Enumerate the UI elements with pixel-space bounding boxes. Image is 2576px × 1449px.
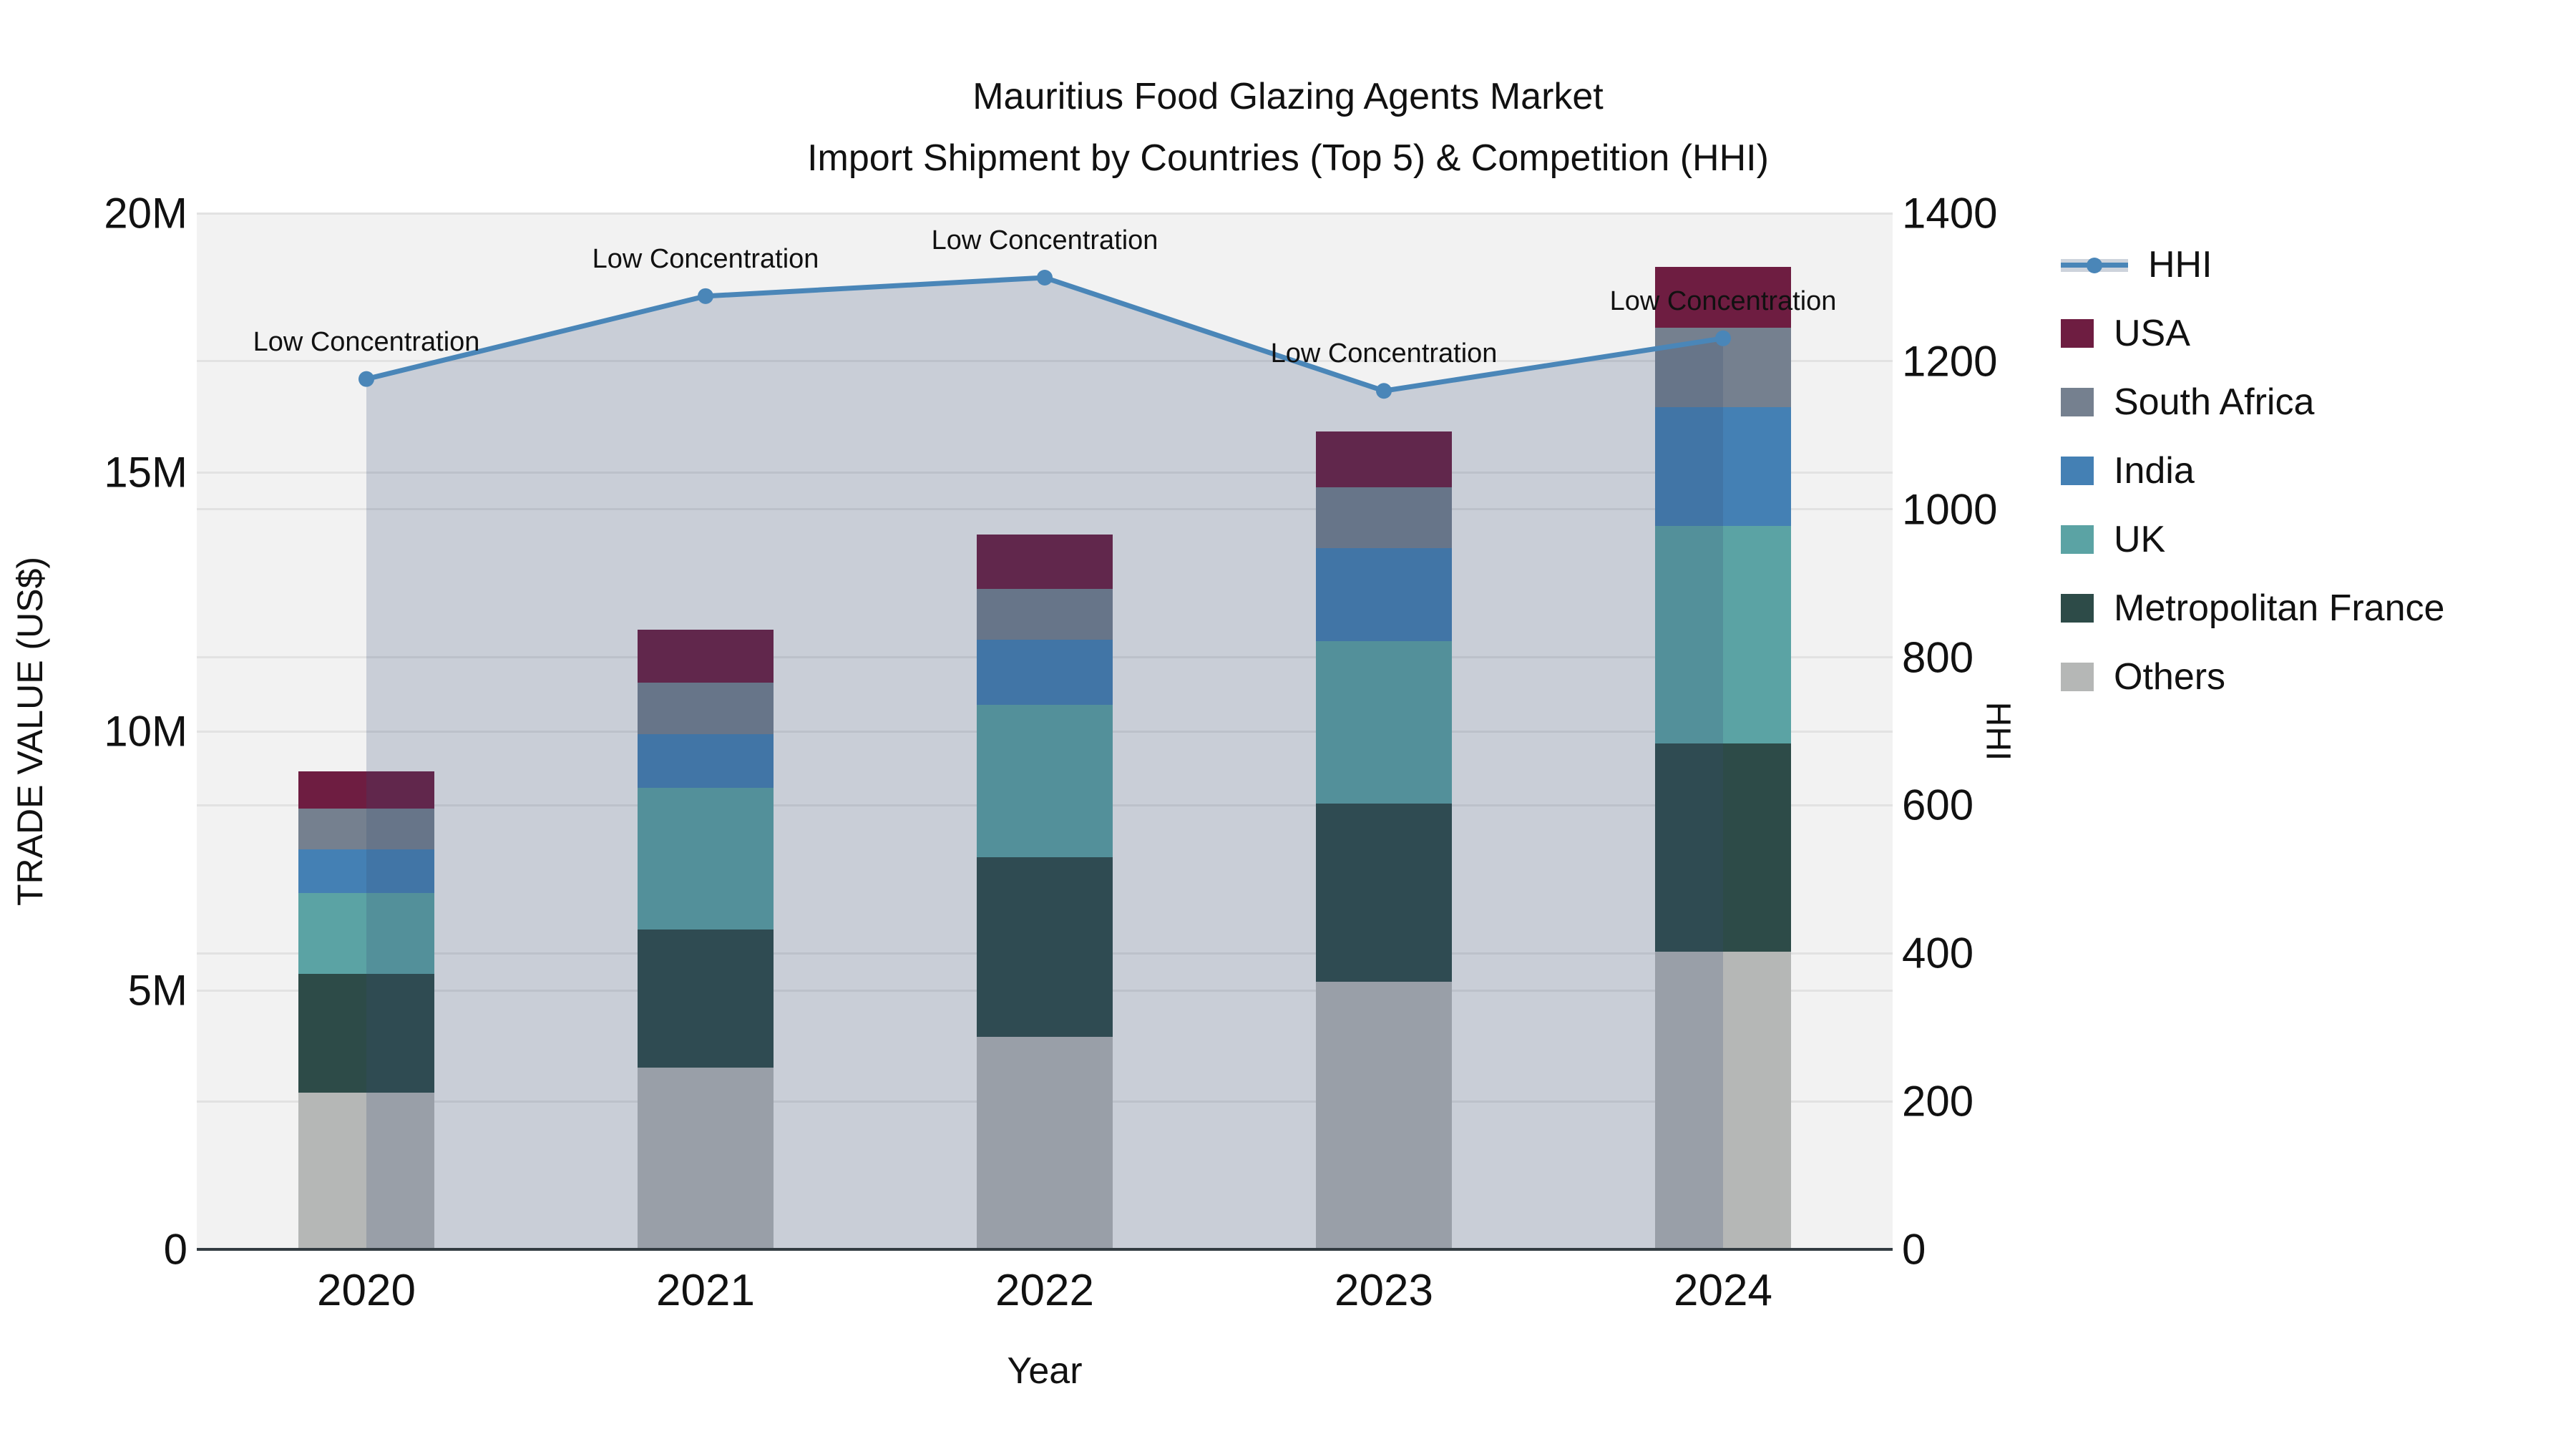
- bar-2022-usa: [977, 534, 1113, 589]
- legend-item-uk[interactable]: UK: [2061, 505, 2444, 574]
- y-right-tick-600: 600: [1902, 781, 1974, 829]
- bar-2021-south-africa: [638, 682, 774, 734]
- bar-2023-india: [1316, 548, 1452, 642]
- x-tick-2020: 2020: [317, 1266, 416, 1315]
- hhi-line-swatch-icon: [2061, 258, 2128, 273]
- legend-label-metropolitan-france: Metropolitan France: [2114, 587, 2445, 629]
- bar-2020-uk: [298, 892, 434, 974]
- legend-label-south-africa: South Africa: [2114, 381, 2315, 423]
- y-right-tick-1200: 1200: [1902, 337, 1998, 386]
- y-right-tick-1400: 1400: [1902, 189, 1998, 238]
- bar-2021-india: [638, 733, 774, 788]
- bar-2022-uk: [977, 705, 1113, 857]
- bar-2020-usa: [298, 771, 434, 809]
- bar-2024-metropolitan-france: [1655, 743, 1791, 952]
- bar-2024-india: [1655, 406, 1791, 526]
- bar-2020-metropolitan-france: [298, 973, 434, 1093]
- y-left-tick-5M: 5M: [127, 966, 187, 1015]
- bar-2024-usa: [1655, 267, 1791, 328]
- y-right-tick-200: 200: [1902, 1077, 1974, 1126]
- legend-item-metropolitan-france[interactable]: Metropolitan France: [2061, 574, 2444, 643]
- legend-swatch-metropolitan-france: [2061, 594, 2094, 623]
- x-tick-2021: 2021: [656, 1266, 755, 1315]
- x-axis-title: Year: [1007, 1350, 1083, 1392]
- legend-item-south-africa[interactable]: South Africa: [2061, 368, 2444, 436]
- legend-label-usa: USA: [2114, 313, 2190, 354]
- legend-item-others[interactable]: Others: [2061, 643, 2444, 711]
- hhi-marker-dot: [2087, 258, 2102, 273]
- y-left-tick-0: 0: [163, 1225, 187, 1274]
- legend-item-hhi[interactable]: HHI: [2061, 230, 2444, 299]
- x-tick-2022: 2022: [995, 1266, 1094, 1315]
- x-axis-line: [197, 1248, 1893, 1251]
- y-left-tick-20M: 20M: [104, 189, 187, 238]
- bar-2021-others: [638, 1067, 774, 1249]
- y-right-tick-1000: 1000: [1902, 485, 1998, 534]
- y-right-tick-0: 0: [1902, 1225, 1926, 1274]
- bar-2023-south-africa: [1316, 487, 1452, 549]
- gridline-right-1200: [197, 360, 1893, 363]
- legend-swatch-usa: [2061, 319, 2094, 348]
- y-right-tick-800: 800: [1902, 633, 1974, 682]
- legend-swatch-south-africa: [2061, 388, 2094, 416]
- bar-2023-others: [1316, 981, 1452, 1249]
- legend-label-india: India: [2114, 450, 2195, 492]
- chart-title-block: Mauritius Food Glazing Agents Market Imp…: [0, 66, 2576, 189]
- legend-label-uk: UK: [2114, 519, 2166, 560]
- legend-swatch-others: [2061, 663, 2094, 691]
- gridline-right-1000: [197, 508, 1893, 511]
- hhi-marker-2021: [698, 288, 713, 304]
- bar-2021-uk: [638, 787, 774, 930]
- bar-2023-usa: [1316, 431, 1452, 487]
- bar-2020-others: [298, 1092, 434, 1249]
- hhi-marker-2023: [1376, 383, 1392, 399]
- bar-2024-others: [1655, 951, 1791, 1249]
- legend-item-usa[interactable]: USA: [2061, 299, 2444, 368]
- hhi-line-layer: [358, 269, 1731, 1249]
- bar-2023-uk: [1316, 641, 1452, 804]
- hhi-marker-2020: [358, 371, 374, 387]
- annotation-2022: Low Concentration: [931, 225, 1158, 255]
- y-left-tick-15M: 15M: [104, 448, 187, 497]
- y-left-tick-10M: 10M: [104, 707, 187, 756]
- legend-swatch-uk: [2061, 525, 2094, 554]
- annotation-2024: Low Concentration: [1609, 286, 1837, 316]
- y-right-tick-400: 400: [1902, 929, 1974, 977]
- bar-2020-south-africa: [298, 808, 434, 850]
- y-axis-right-title: HHI: [1979, 701, 2017, 761]
- chart-subtitle: Import Shipment by Countries (Top 5) & C…: [807, 137, 1769, 179]
- legend: HHI USA South Africa India UK Metropolitan Fr…: [2061, 230, 2444, 711]
- legend-label-others: Others: [2114, 656, 2226, 698]
- bar-2021-usa: [638, 630, 774, 683]
- annotation-2020: Low Concentration: [253, 326, 480, 357]
- legend-swatch-india: [2061, 457, 2094, 485]
- bar-2022-metropolitan-france: [977, 857, 1113, 1038]
- plot-area: [197, 212, 1893, 1249]
- chart-title: Mauritius Food Glazing Agents Market: [972, 76, 1604, 117]
- x-tick-2023: 2023: [1335, 1266, 1433, 1315]
- y-axis-left-title: TRADE VALUE (US$): [10, 556, 50, 907]
- legend-item-india[interactable]: India: [2061, 436, 2444, 505]
- annotation-2021: Low Concentration: [592, 243, 819, 274]
- bar-2024-uk: [1655, 525, 1791, 744]
- bar-2023-metropolitan-france: [1316, 804, 1452, 982]
- hhi-marker-2024: [1715, 330, 1731, 346]
- hhi-area: [366, 277, 1723, 1249]
- bar-2020-india: [298, 849, 434, 893]
- x-tick-2024: 2024: [1674, 1266, 1772, 1315]
- hhi-marker-2022: [1037, 269, 1053, 286]
- gridline-left-15M: [197, 471, 1893, 474]
- gridline-right-1400: [197, 212, 1893, 215]
- annotation-2023: Low Concentration: [1270, 338, 1498, 369]
- legend-label-hhi: HHI: [2148, 244, 2212, 286]
- bar-2022-others: [977, 1037, 1113, 1249]
- bar-2021-metropolitan-france: [638, 930, 774, 1068]
- bar-2022-south-africa: [977, 588, 1113, 640]
- bar-2022-india: [977, 639, 1113, 706]
